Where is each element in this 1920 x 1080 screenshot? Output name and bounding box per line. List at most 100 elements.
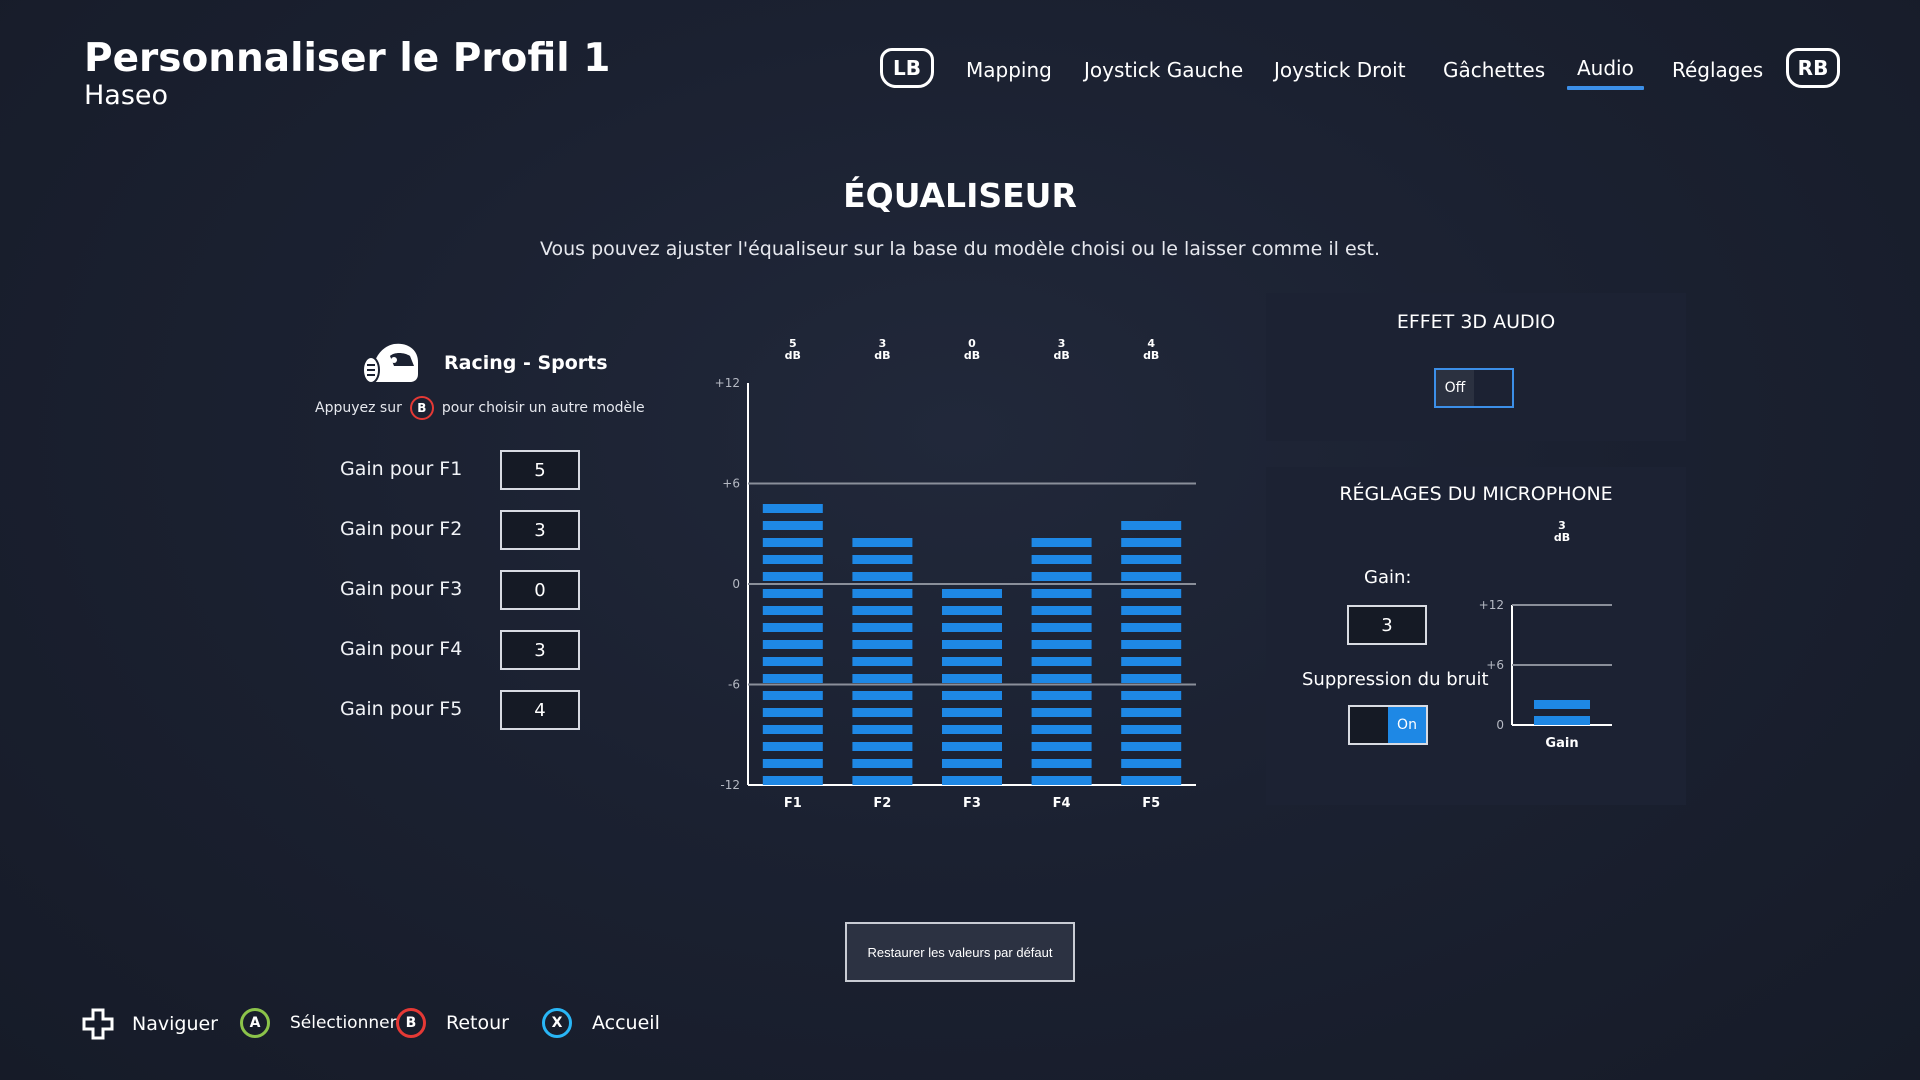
- y-tick-label: 0: [732, 577, 740, 591]
- x-category-label: Gain: [1545, 736, 1578, 751]
- tab-reglages[interactable]: Réglages: [1672, 58, 1764, 82]
- gain-input-f1[interactable]: 5: [500, 450, 580, 490]
- bar-segment-f4: [1031, 538, 1092, 547]
- x-category-label: F2: [873, 796, 891, 811]
- bar-segment-f3: [942, 606, 1002, 615]
- bar-segment-f4: [1031, 555, 1092, 564]
- bar-segment-f1: [762, 504, 823, 513]
- gain-label-f3: Gain pour F3: [340, 578, 463, 600]
- bar-segment-f1: [762, 759, 823, 768]
- bar-segment-f5: [1121, 759, 1182, 768]
- bar-value-label: 3: [1058, 337, 1066, 350]
- bar-segment-f5: [1121, 691, 1182, 700]
- bar-segment-f3: [942, 674, 1002, 683]
- restore-defaults-button[interactable]: Restaurer les valeurs par défaut: [845, 922, 1075, 982]
- preset-name[interactable]: Racing - Sports: [444, 352, 608, 374]
- bar-segment-f2: [852, 640, 913, 649]
- bar-segment-f5: [1121, 708, 1182, 717]
- bar-segment-f2: [852, 572, 913, 581]
- tab-mapping[interactable]: Mapping: [966, 58, 1052, 82]
- helmet-icon: [362, 343, 418, 384]
- gain-input-f2[interactable]: 3: [500, 510, 580, 550]
- bar-segment-f2: [852, 623, 913, 632]
- equalizer-title: ÉQUALISEUR: [843, 176, 1077, 215]
- noise-suppression-label: Suppression du bruit: [1302, 669, 1489, 690]
- bar-segment-f2: [852, 691, 913, 700]
- x-button-icon: X: [542, 1008, 572, 1038]
- y-tick-label: +12: [1479, 598, 1504, 612]
- y-tick-label: -12: [720, 778, 740, 792]
- x-category-label: F4: [1053, 796, 1071, 811]
- bar-unit-label: dB: [964, 349, 980, 362]
- bar-segment-f1: [762, 776, 823, 785]
- bar-segment-f4: [1031, 742, 1092, 751]
- bar-value-label: 3: [1558, 519, 1566, 532]
- bar-segment-f5: [1121, 623, 1182, 632]
- bar-segment-f4: [1031, 640, 1092, 649]
- a-button-icon: A: [240, 1008, 270, 1038]
- bar-segment-f2: [852, 674, 913, 683]
- bar-segment-f1: [762, 521, 823, 530]
- bar-segment-f1: [762, 725, 823, 734]
- bar-segment-f1: [762, 657, 823, 666]
- bar-segment-f2: [852, 725, 913, 734]
- bar-segment-f5: [1121, 725, 1182, 734]
- bar-segment-f1: [762, 674, 823, 683]
- noise-suppression-toggle[interactable]: On: [1348, 705, 1428, 745]
- bar-segment-f3: [942, 725, 1002, 734]
- bar-segment-f3: [942, 657, 1002, 666]
- bar-segment-f4: [1031, 606, 1092, 615]
- mic-gain-input[interactable]: 3: [1347, 605, 1427, 645]
- bar-segment-gain: [1534, 700, 1590, 709]
- x-category-label: F1: [784, 796, 802, 811]
- bar-segment-f3: [942, 623, 1002, 632]
- bar-segment-f1: [762, 555, 823, 564]
- toggle-off-blank: [1350, 707, 1388, 743]
- lb-bumper-icon[interactable]: LB: [880, 48, 934, 88]
- bar-segment-f1: [762, 623, 823, 632]
- b-button-icon: B: [409, 396, 434, 420]
- audio3d-title: EFFET 3D AUDIO: [1396, 311, 1556, 333]
- bar-segment-f1: [762, 606, 823, 615]
- hint-text-before: Appuyez sur: [315, 400, 402, 416]
- bar-segment-f2: [852, 589, 913, 598]
- bar-segment-f4: [1031, 759, 1092, 768]
- gain-input-f4[interactable]: 3: [500, 630, 580, 670]
- bar-segment-f4: [1031, 572, 1092, 581]
- bar-segment-f2: [852, 776, 913, 785]
- tab-gachettes[interactable]: Gâchettes: [1443, 58, 1546, 82]
- bar-segment-f5: [1121, 572, 1182, 581]
- gain-label-f5: Gain pour F5: [340, 698, 463, 720]
- mic-gain-label: Gain:: [1364, 567, 1412, 588]
- bar-segment-f5: [1121, 657, 1182, 666]
- footer-back-label: Retour: [446, 1012, 509, 1034]
- tab-joystick-gauche[interactable]: Joystick Gauche: [1084, 58, 1244, 82]
- bar-segment-f2: [852, 657, 913, 666]
- bar-unit-label: dB: [1053, 349, 1069, 362]
- tab-audio[interactable]: Audio: [1567, 56, 1644, 90]
- bar-segment-f2: [852, 538, 913, 547]
- gain-input-f3[interactable]: 0: [500, 570, 580, 610]
- bar-segment-f4: [1031, 623, 1092, 632]
- tab-joystick-droit[interactable]: Joystick Droit: [1274, 58, 1406, 82]
- audio3d-panel: EFFET 3D AUDIO Off: [1266, 293, 1686, 441]
- rb-bumper-icon[interactable]: RB: [1786, 48, 1840, 88]
- bar-segment-f5: [1121, 538, 1182, 547]
- bar-segment-f5: [1121, 776, 1182, 785]
- footer-back: B Retour: [396, 1008, 509, 1038]
- bar-segment-f5: [1121, 606, 1182, 615]
- b-button-icon: B: [396, 1008, 426, 1038]
- equalizer-description: Vous pouvez ajuster l'équaliseur sur la …: [539, 238, 1381, 260]
- bar-segment-f3: [942, 691, 1002, 700]
- y-tick-label: +6: [1486, 658, 1504, 672]
- gain-label-f2: Gain pour F2: [340, 518, 463, 540]
- bar-segment-f1: [762, 589, 823, 598]
- bar-segment-f3: [942, 759, 1002, 768]
- bar-segment-f5: [1121, 742, 1182, 751]
- gain-label-f1: Gain pour F1: [340, 458, 463, 480]
- gain-input-f5[interactable]: 4: [500, 690, 580, 730]
- x-category-label: F3: [963, 796, 981, 811]
- bar-segment-f4: [1031, 674, 1092, 683]
- audio3d-toggle[interactable]: Off: [1434, 368, 1514, 408]
